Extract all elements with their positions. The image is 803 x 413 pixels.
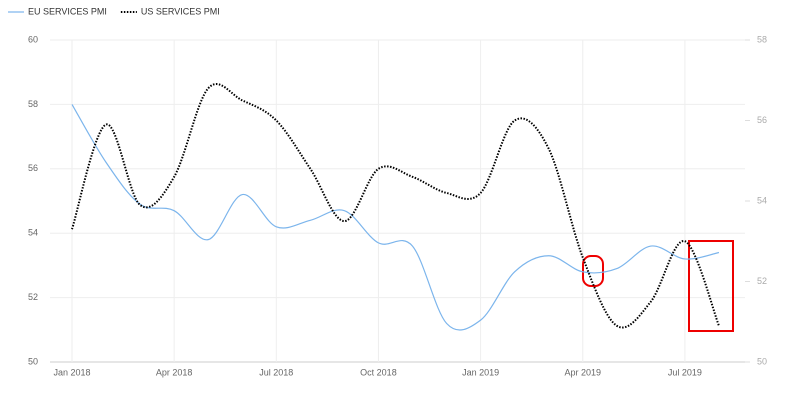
y-tick-label: 52 <box>28 292 38 302</box>
y2-tick-label: 56 <box>757 115 767 125</box>
x-tick-label: Jul 2018 <box>259 367 293 377</box>
x-tick-label: Apr 2019 <box>564 367 601 377</box>
annotation-circle <box>582 255 604 287</box>
x-tick-label: Apr 2018 <box>156 367 193 377</box>
legend-label: US SERVICES PMI <box>141 6 220 16</box>
x-tick-label: Oct 2018 <box>360 367 397 377</box>
y-tick-label: 56 <box>28 163 38 173</box>
y-tick-label: 50 <box>28 356 38 366</box>
series-line <box>71 104 720 331</box>
series-line <box>71 83 720 329</box>
y2-tick-label: 58 <box>757 34 767 44</box>
x-tick-label: Jul 2019 <box>668 367 702 377</box>
x-tick-label: Jan 2018 <box>53 367 90 377</box>
annotation-box <box>688 240 734 332</box>
y2-tick-label: 54 <box>757 195 767 205</box>
axes: 50 52 54 56 58 60 50 52 54 56 58 Jan 2018 Apr 2018 Ju… <box>28 34 767 377</box>
x-tick-label: Jan 2019 <box>462 367 499 377</box>
y-tick-label: 58 <box>28 99 38 109</box>
y-tick-label: 54 <box>28 228 38 238</box>
legend-label: EU SERVICES PMI <box>28 6 107 16</box>
y2-tick-label: 50 <box>757 356 767 366</box>
y2-tick-label: 52 <box>757 276 767 286</box>
y-tick-label: 60 <box>28 34 38 44</box>
